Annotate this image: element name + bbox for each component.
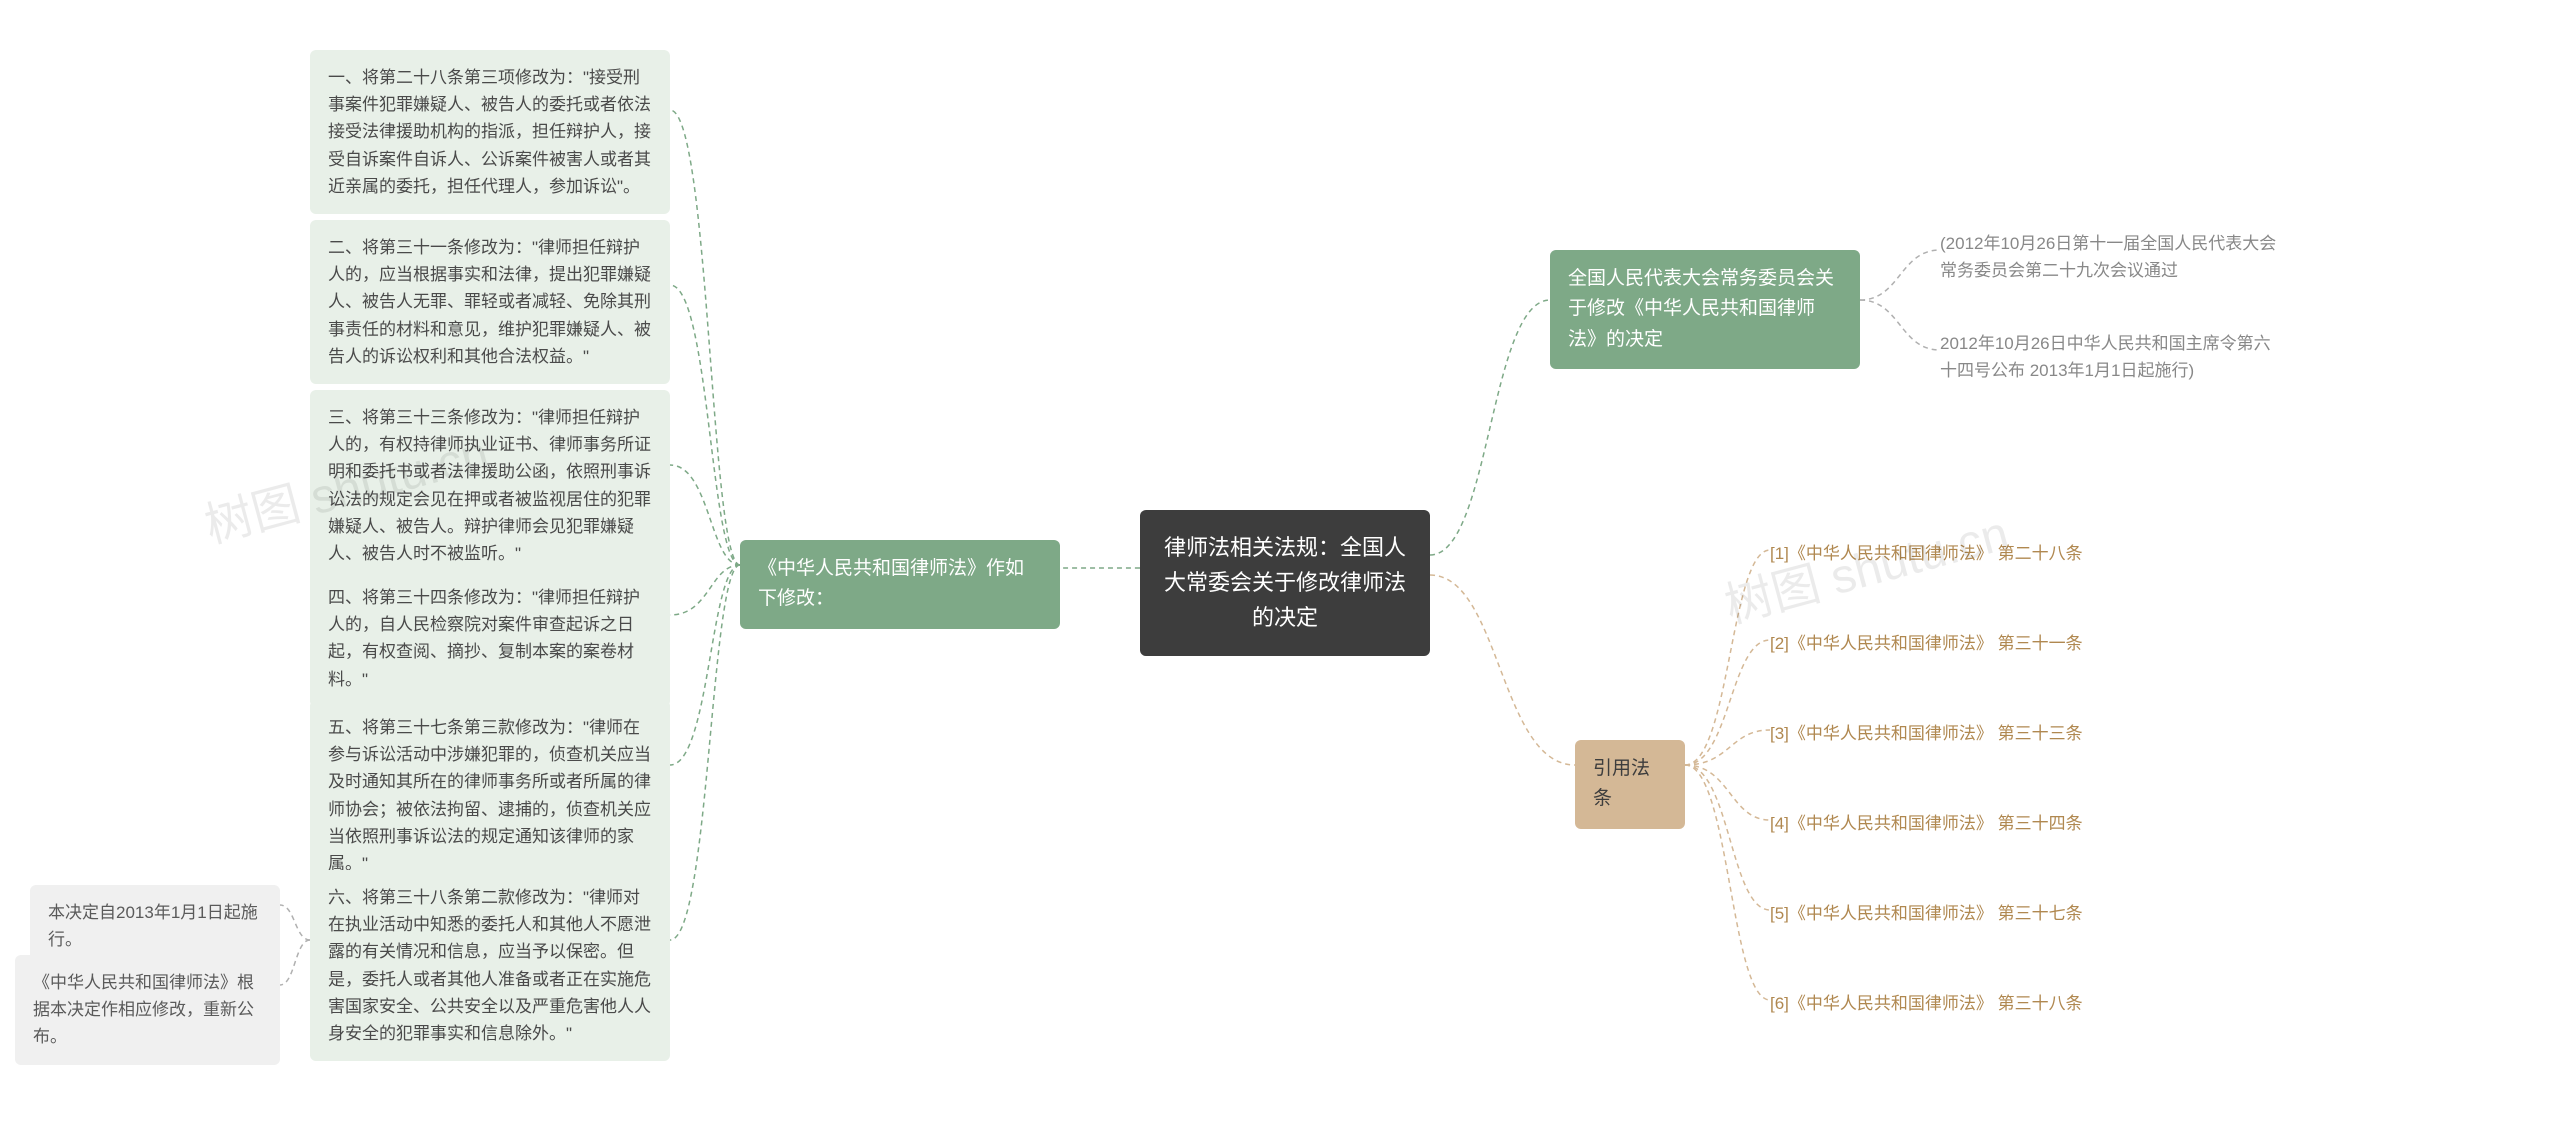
branch1-item-1[interactable]: 一、将第二十八条第三项修改为："接受刑事案件犯罪嫌疑人、被告人的委托或者依法接受… xyxy=(310,50,670,214)
branch3-item-5[interactable]: [5]《中华人民共和国律师法》 第三十七条 xyxy=(1770,890,2083,937)
branch1-item-4[interactable]: 四、将第三十四条修改为："律师担任辩护人的，自人民检察院对案件审查起诉之日起，有… xyxy=(310,570,670,707)
branch3-item-2[interactable]: [2]《中华人民共和国律师法》 第三十一条 xyxy=(1770,620,2083,667)
branch3-item-4[interactable]: [4]《中华人民共和国律师法》 第三十四条 xyxy=(1770,800,2083,847)
branch1-item-5[interactable]: 五、将第三十七条第三款修改为："律师在参与诉讼活动中涉嫌犯罪的，侦查机关应当及时… xyxy=(310,700,670,891)
branch3-item-3[interactable]: [3]《中华人民共和国律师法》 第三十三条 xyxy=(1770,710,2083,757)
branch1-item-2[interactable]: 二、将第三十一条修改为："律师担任辩护人的，应当根据事实和法律，提出犯罪嫌疑人、… xyxy=(310,220,670,384)
branch3-item-6[interactable]: [6]《中华人民共和国律师法》 第三十八条 xyxy=(1770,980,2083,1027)
branch2-node[interactable]: 全国人民代表大会常务委员会关于修改《中华人民共和国律师法》的决定 xyxy=(1550,250,1860,369)
branch1-sub6b[interactable]: 《中华人民共和国律师法》根据本决定作相应修改，重新公布。 xyxy=(15,955,280,1065)
branch2-item-2[interactable]: 2012年10月26日中华人民共和国主席令第六十四号公布 2013年1月1日起施… xyxy=(1940,320,2280,394)
branch1-node[interactable]: 《中华人民共和国律师法》作如下修改： xyxy=(740,540,1060,629)
branch1-item-3[interactable]: 三、将第三十三条修改为："律师担任辩护人的，有权持律师执业证书、律师事务所证明和… xyxy=(310,390,670,581)
branch2-item-1[interactable]: (2012年10月26日第十一届全国人民代表大会常务委员会第二十九次会议通过 xyxy=(1940,220,2280,294)
branch3-item-1[interactable]: [1]《中华人民共和国律师法》 第二十八条 xyxy=(1770,530,2083,577)
root-node[interactable]: 律师法相关法规：全国人大常委会关于修改律师法的决定 xyxy=(1140,510,1430,656)
branch3-node[interactable]: 引用法条 xyxy=(1575,740,1685,829)
branch1-item-6[interactable]: 六、将第三十八条第二款修改为："律师对在执业活动中知悉的委托人和其他人不愿泄露的… xyxy=(310,870,670,1061)
